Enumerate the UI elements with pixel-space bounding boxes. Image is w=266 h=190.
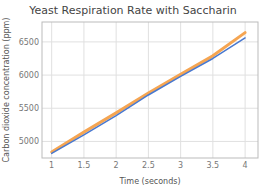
series-line (52, 38, 245, 153)
x-axis-label: Time (seconds) (118, 177, 180, 186)
grid (42, 22, 258, 158)
y-grid-line (42, 75, 258, 76)
x-tick-label: 2 (114, 161, 119, 170)
chart-container: 1 1.5 2 2.5 3 3.5 4 5000 5500 6000 6500 Yeast Respi… (0, 0, 266, 190)
plot-frame (42, 22, 258, 158)
x-tick-label: 1.5 (78, 161, 91, 170)
y-tick-label: 6500 (19, 38, 39, 47)
x-tick-label: 4 (243, 161, 248, 170)
chart-title: Yeast Respiration Rate with Saccharin (28, 4, 236, 17)
lines (52, 33, 245, 154)
x-tick-label: 2.5 (142, 161, 155, 170)
x-tick-label: 1 (49, 161, 54, 170)
y-axis-label: Carbon dioxide concentration (ppm) (2, 18, 11, 163)
y-tick-label: 5500 (19, 104, 39, 113)
series-line (52, 33, 245, 152)
y-tick-label: 6000 (19, 71, 39, 80)
x-tick-label: 3.5 (206, 161, 219, 170)
y-tick-label: 5000 (19, 137, 39, 146)
y-grid-line (42, 41, 258, 42)
x-tick-label: 3 (178, 161, 183, 170)
chart-svg: 1 1.5 2 2.5 3 3.5 4 5000 5500 6000 6500 Yeast Respi… (0, 0, 266, 190)
y-grid-line (42, 108, 258, 109)
